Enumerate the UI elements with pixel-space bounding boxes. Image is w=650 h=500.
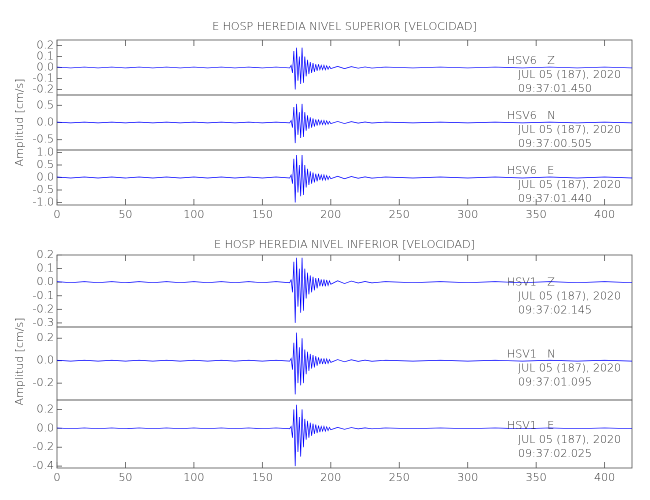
station-label: HSV6 N [507, 109, 556, 122]
chart-title: E HOSP HEREDIA NIVEL SUPERIOR [VELOCIDAD… [212, 20, 477, 33]
trace [56, 257, 633, 323]
trace [56, 103, 633, 144]
annotation: JUL 05 (187), 2020 [518, 123, 621, 136]
chart-title: E HOSP HEREDIA NIVEL INFERIOR [VELOCIDAD… [214, 238, 475, 251]
y-tick-label: -0.2 [33, 376, 54, 389]
annotation: JUL 05 (187), 2020 [518, 433, 621, 446]
panel-frame [56, 399, 633, 469]
x-tick-label: 100 [183, 471, 204, 484]
station-label: HSV1 Z [507, 275, 555, 288]
y-tick-label: 0.0 [37, 171, 55, 184]
x-tick-label: 150 [252, 471, 273, 484]
y-tick-label: 0.2 [37, 402, 55, 415]
trace [56, 332, 633, 395]
x-tick-label: 400 [594, 208, 615, 221]
y-tick-label: 0.1 [37, 50, 55, 63]
y-axis-label: Amplitud [cm/s] [13, 318, 26, 406]
y-tick-label: -0.4 [33, 459, 54, 472]
y-tick-label: -0.1 [33, 289, 54, 302]
y-tick-label: 0.0 [37, 421, 55, 434]
x-tick-label: 350 [526, 471, 547, 484]
x-tick-label: 50 [118, 208, 132, 221]
y-tick-label: 0.0 [37, 275, 55, 288]
x-tick-label: 400 [594, 471, 615, 484]
y-tick-label: 0.2 [37, 331, 55, 344]
x-tick-label: 50 [118, 471, 132, 484]
y-tick-label: -0.3 [33, 316, 54, 329]
annotation: 09:37:01.450 [518, 82, 592, 95]
station-label: HSV6 E [507, 164, 554, 177]
x-tick-label: 100 [183, 208, 204, 221]
station-label: HSV1 E [507, 419, 554, 432]
y-tick-label: -0.5 [33, 133, 54, 146]
y-tick-label: 0.0 [37, 61, 55, 74]
annotation: JUL 05 (187), 2020 [518, 362, 621, 375]
annotation: 09:37:02.145 [518, 303, 592, 316]
y-tick-label: 0.5 [37, 158, 55, 171]
y-tick-label: -0.5 [33, 183, 54, 196]
x-tick-label: 300 [457, 208, 478, 221]
x-tick-label: 0 [54, 208, 61, 221]
y-tick-label: 0.2 [37, 39, 55, 52]
x-tick-label: 300 [457, 471, 478, 484]
y-tick-label: 0.1 [37, 262, 55, 275]
y-axis-label: Amplitud [cm/s] [13, 79, 26, 167]
annotation: JUL 05 (187), 2020 [518, 68, 621, 81]
annotation: JUL 05 (187), 2020 [518, 289, 621, 302]
y-tick-label: -0.2 [33, 440, 54, 453]
y-tick-label: -0.2 [33, 83, 54, 96]
y-tick-label: -1.0 [33, 196, 54, 209]
trace [56, 47, 633, 90]
annotation: 09:37:01.095 [518, 376, 592, 389]
station-label: HSV1 N [507, 348, 556, 361]
y-tick-label: 0.0 [37, 354, 55, 367]
x-tick-label: 350 [526, 208, 547, 221]
y-tick-label: 0.0 [37, 116, 55, 129]
trace [56, 154, 633, 203]
annotation: 09:37:00.505 [518, 137, 592, 150]
station-label: HSV6 Z [507, 54, 555, 67]
y-tick-label: 0.2 [37, 248, 55, 261]
trace [56, 404, 633, 467]
x-tick-label: 150 [252, 208, 273, 221]
x-tick-label: 200 [320, 208, 341, 221]
annotation: 09:37:01.440 [518, 192, 592, 205]
x-tick-label: 0 [54, 471, 61, 484]
y-tick-label: 0.5 [37, 98, 55, 111]
x-tick-label: 200 [320, 471, 341, 484]
y-tick-label: -0.2 [33, 302, 54, 315]
y-tick-label: 1.0 [37, 146, 55, 159]
annotation: 09:37:02.025 [518, 447, 592, 460]
x-tick-label: 250 [389, 208, 410, 221]
y-tick-label: -0.1 [33, 72, 54, 85]
annotation: JUL 05 (187), 2020 [518, 178, 621, 191]
x-tick-label: 250 [389, 471, 410, 484]
